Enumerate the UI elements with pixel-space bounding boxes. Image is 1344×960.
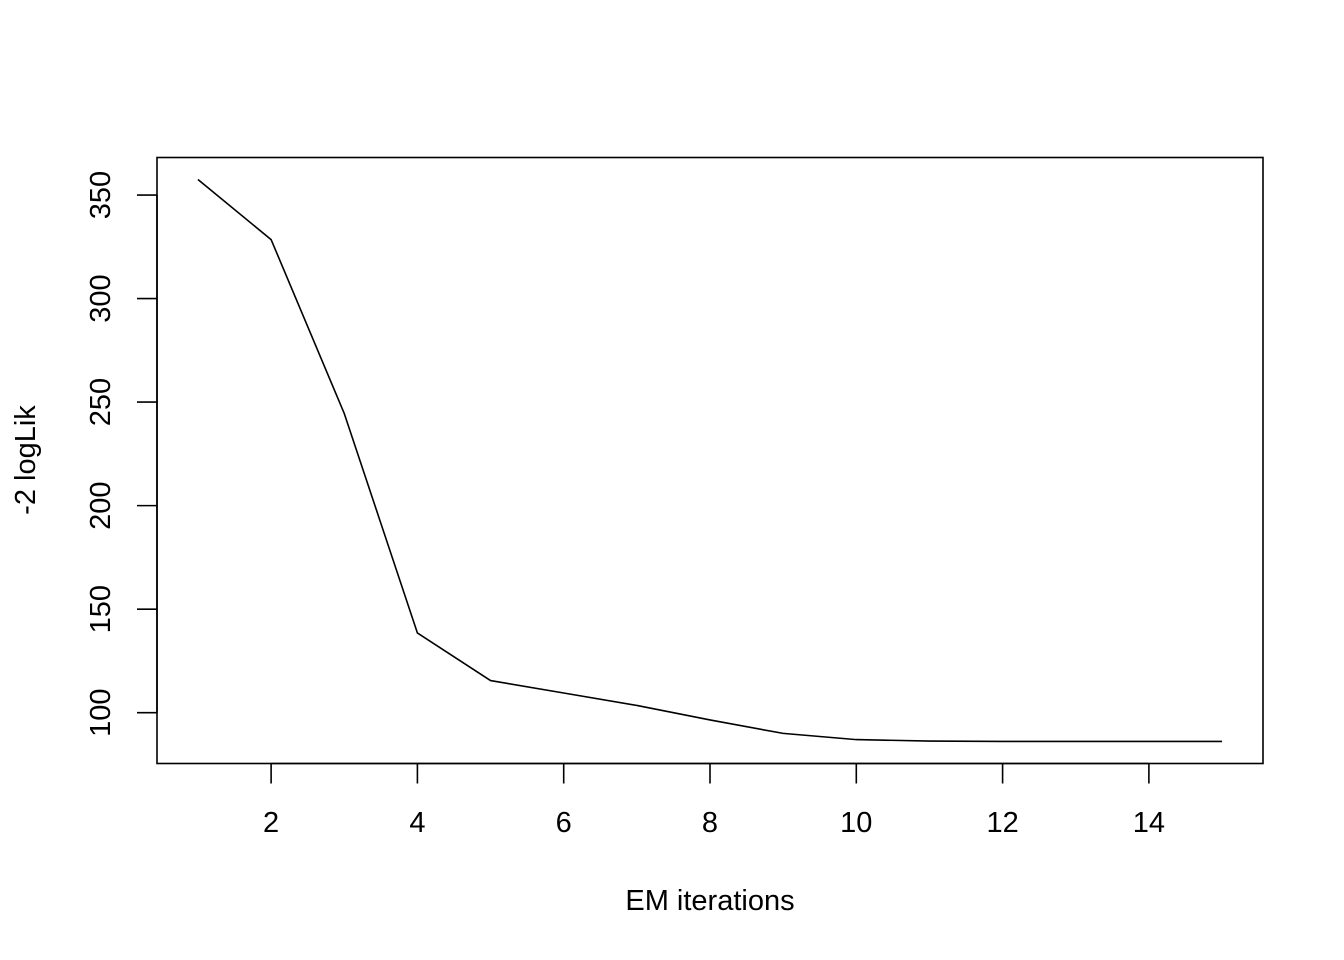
y-tick-label: 200 <box>85 481 117 529</box>
y-tick-label: 100 <box>85 688 117 736</box>
y-tick-label: 150 <box>85 585 117 633</box>
x-tick-label: 2 <box>263 807 279 839</box>
x-tick-label: 8 <box>702 807 718 839</box>
x-tick-label: 10 <box>840 807 872 839</box>
y-axis: 100 150 200 250 300 350 <box>85 171 158 737</box>
y-axis-title: -2 logLik <box>10 405 42 515</box>
x-tick-label: 14 <box>1133 807 1165 839</box>
x-tick-label: 6 <box>556 807 572 839</box>
plot-box <box>156 156 1264 765</box>
series-line-0 <box>197 178 1223 743</box>
x-axis-title: EM iterations <box>625 885 794 917</box>
y-tick-label: 350 <box>85 171 117 219</box>
x-tick-label: 12 <box>986 807 1018 839</box>
y-tick-label: 250 <box>85 378 117 426</box>
x-tick-label: 4 <box>409 807 425 839</box>
series-layer <box>197 178 1223 743</box>
y-tick-label: 300 <box>85 274 117 322</box>
x-axis: 2 4 6 8 10 12 14 <box>263 762 1165 839</box>
